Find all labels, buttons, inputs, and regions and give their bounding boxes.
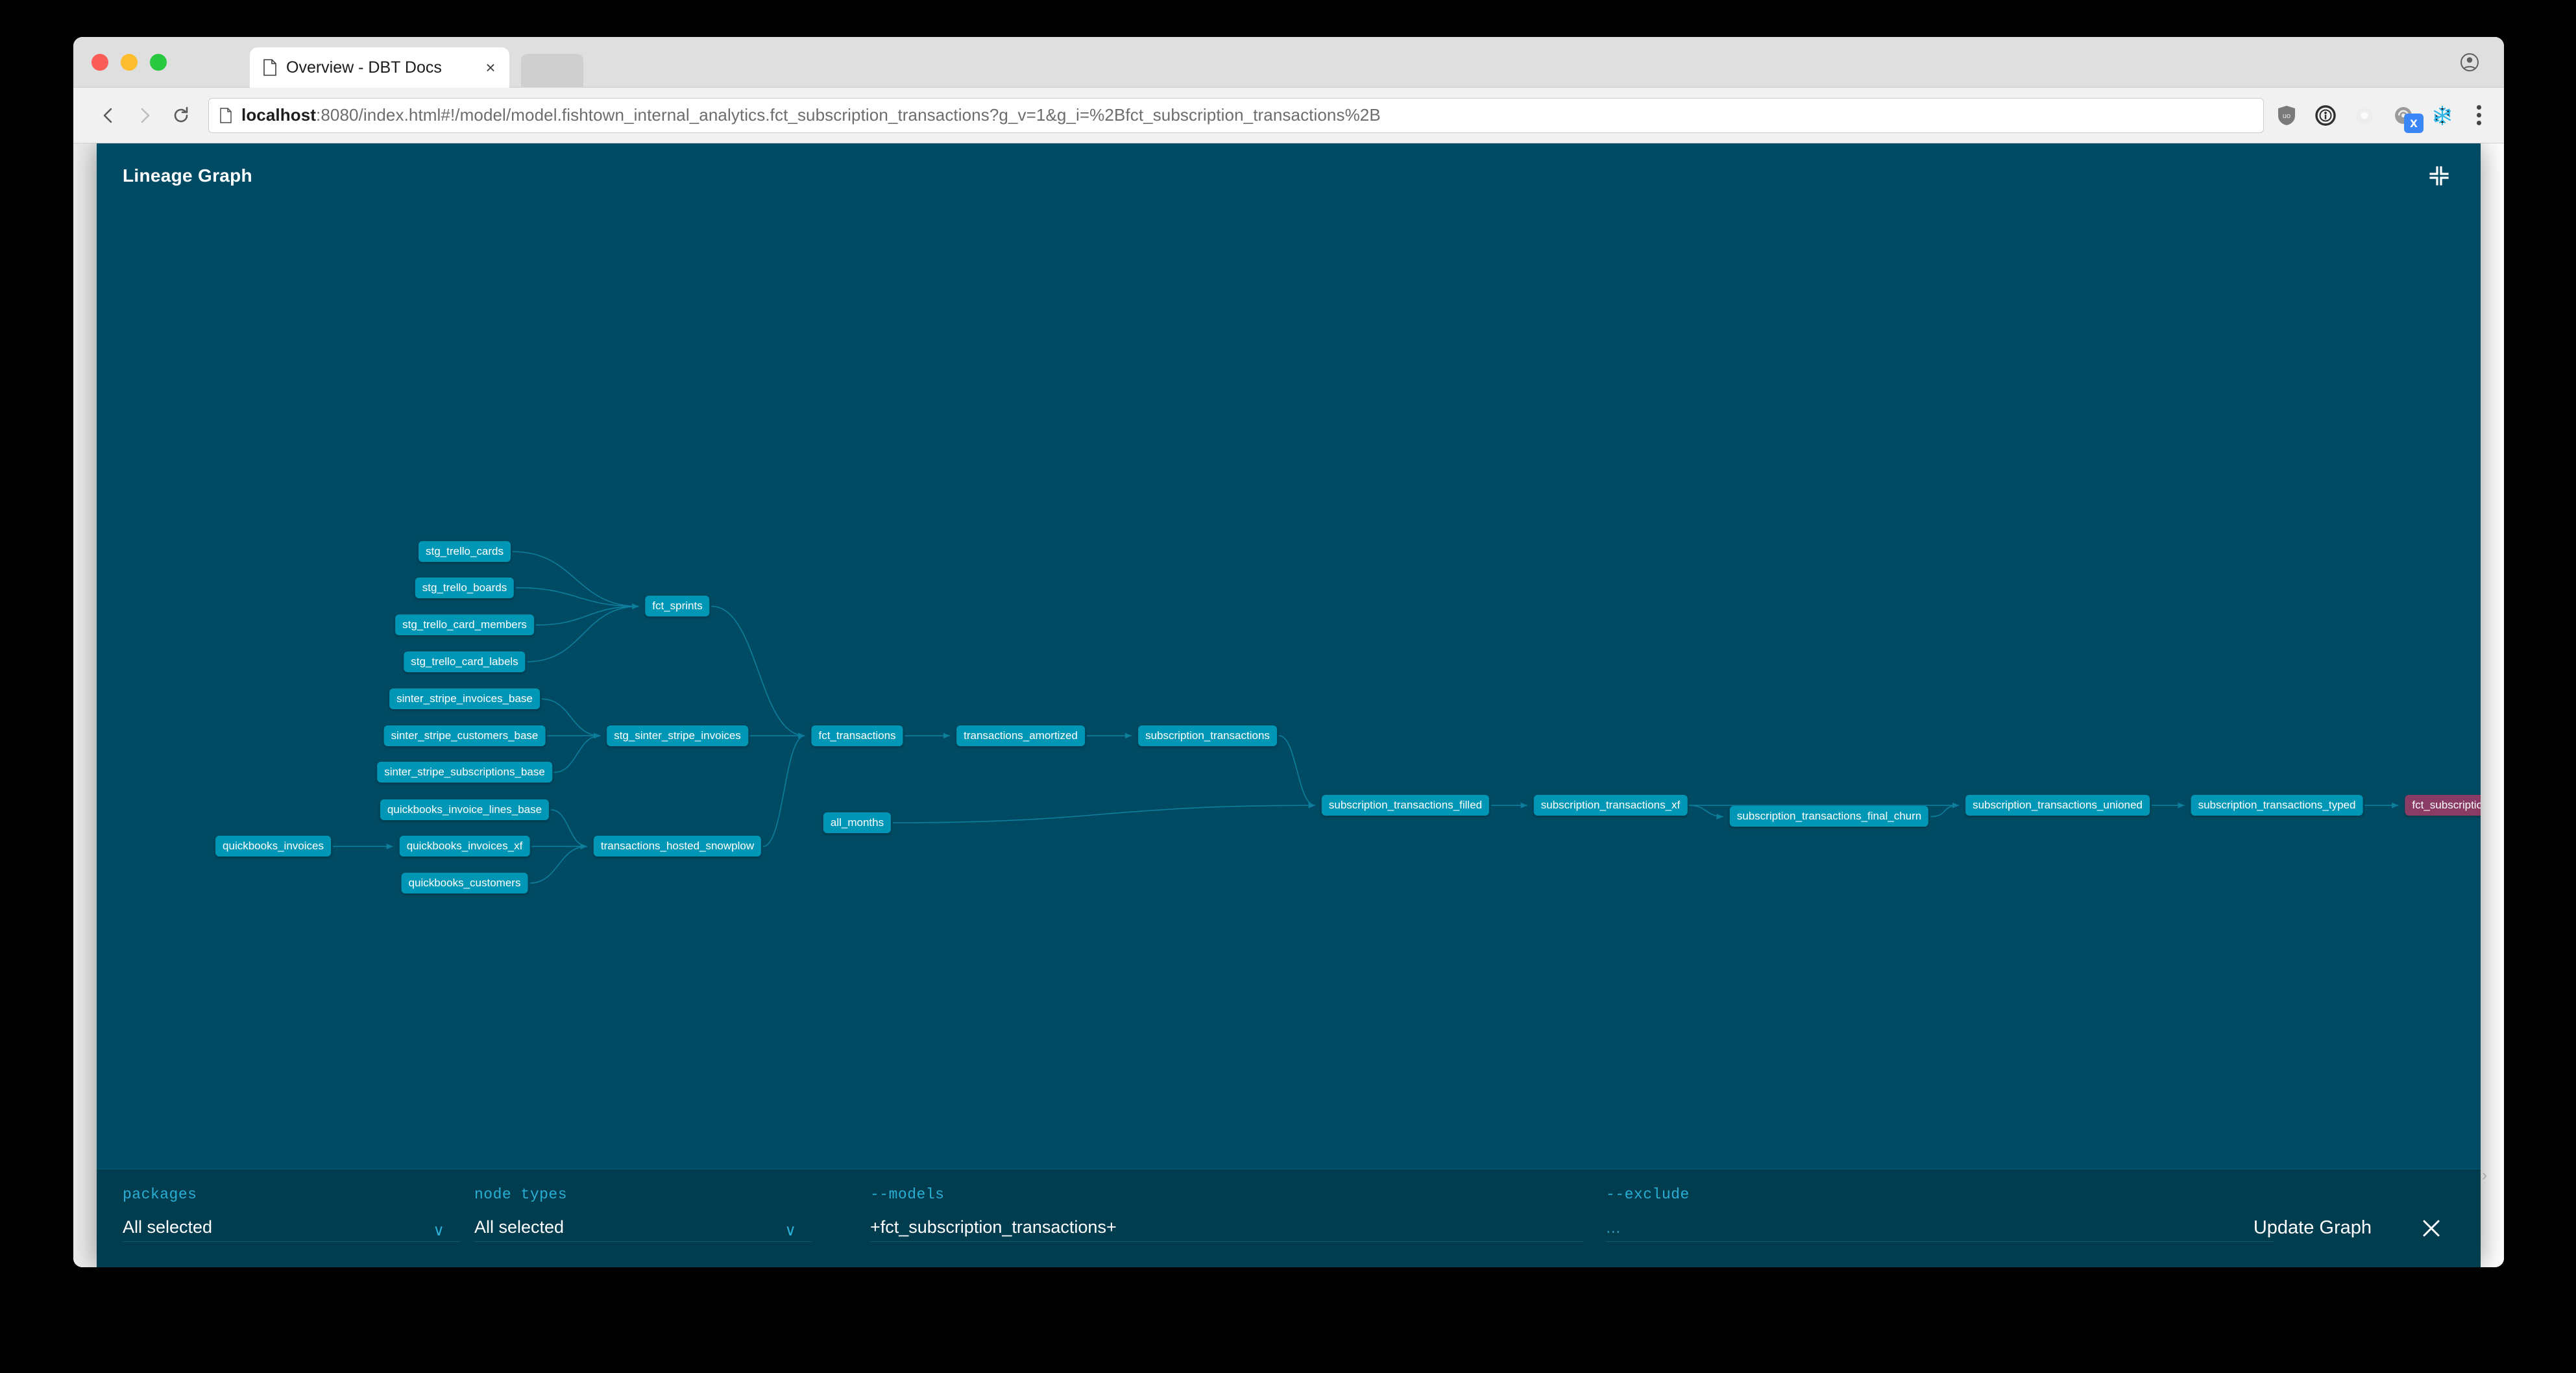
graph-node-fct_sprints[interactable]: fct_sprints — [645, 596, 710, 617]
graph-node-all_months[interactable]: all_months — [823, 812, 892, 834]
graph-node-transactions_hosted_snowplow[interactable]: transactions_hosted_snowplow — [593, 836, 762, 857]
packages-value: All selected — [123, 1217, 213, 1237]
chevron-down-icon[interactable]: ∨ — [433, 1222, 444, 1239]
kebab-menu-icon[interactable] — [2470, 105, 2487, 125]
page-viewport: ▸ id character varying This is a unique … — [73, 143, 2504, 1267]
graph-edge — [1930, 802, 1959, 816]
graph-edge — [554, 733, 600, 773]
tab-strip: Overview - DBT Docs × — [73, 37, 2504, 88]
collapse-icon[interactable] — [2426, 163, 2452, 189]
url-bar[interactable]: localhost:8080/index.html#!/model/model.… — [208, 97, 2264, 133]
update-graph-button[interactable]: Update Graph — [2253, 1217, 2372, 1238]
minimize-window-button[interactable] — [121, 54, 138, 71]
graph-node-stg_sinter_stripe_invoices[interactable]: stg_sinter_stripe_invoices — [607, 725, 748, 746]
close-icon[interactable] — [2418, 1215, 2444, 1241]
graph-edge — [529, 844, 587, 883]
graph-node-subscription_transactions_filled[interactable]: subscription_transactions_filled — [1321, 795, 1490, 816]
chevron-down-icon[interactable]: ∨ — [784, 1222, 796, 1239]
window-traffic-lights — [91, 54, 167, 71]
graph-edge — [513, 552, 638, 609]
graph-node-subscription_transactions[interactable]: subscription_transactions — [1138, 725, 1277, 746]
graph-node-stg_trello_boards[interactable]: stg_trello_boards — [415, 577, 515, 598]
graph-node-fct_subscription_transactions[interactable]: fct_subscription_transactions — [2405, 795, 2481, 816]
graph-edge — [528, 603, 639, 661]
graph-edge — [516, 588, 638, 609]
graph-node-subscription_transactions_typed[interactable]: subscription_transactions_typed — [2191, 795, 2363, 816]
page-info-document-icon — [219, 107, 232, 123]
lineage-graph-canvas[interactable]: stg_trello_cards stg_trello_boards stg_tre… — [97, 208, 2481, 1169]
graph-edge — [542, 699, 600, 739]
lineage-graph-overlay: Lineage Graph stg_trello_cards stg_trello… — [97, 143, 2481, 1267]
graph-edge — [763, 733, 805, 847]
graph-node-quickbooks_customers[interactable]: quickbooks_customers — [401, 873, 528, 894]
extension-circle-icon[interactable]: x — [2392, 104, 2424, 133]
row-caret-icon[interactable]: › — [2481, 1165, 2488, 1184]
graph-node-subscription_transactions_final_churn[interactable]: subscription_transactions_final_churn — [1729, 806, 1929, 827]
lineage-edges — [97, 208, 2399, 1169]
lineage-controls-bar: packages All selected ∨ node types All s… — [97, 1169, 2481, 1267]
back-arrow-icon[interactable] — [90, 97, 127, 134]
account-circle-icon[interactable] — [2460, 53, 2479, 72]
graph-node-fct_transactions[interactable]: fct_transactions — [811, 725, 903, 746]
lineage-header: Lineage Graph — [97, 143, 2481, 208]
page-title: Lineage Graph — [123, 165, 252, 186]
snowflake-icon[interactable] — [2431, 104, 2453, 127]
exclude-input[interactable]: --exclude ... — [1606, 1186, 2274, 1242]
graph-node-stg_trello_cards[interactable]: stg_trello_cards — [418, 541, 511, 563]
graph-node-quickbooks_invoice_lines_base[interactable]: quickbooks_invoice_lines_base — [380, 799, 550, 820]
graph-node-stg_trello_card_labels[interactable]: stg_trello_card_labels — [404, 651, 526, 672]
browser-window: Overview - DBT Docs × — [73, 37, 2504, 1267]
browser-nav-bar: localhost:8080/index.html#!/model/model.… — [73, 88, 2504, 143]
ring-icon[interactable] — [2353, 104, 2376, 127]
graph-node-sinter_stripe_customers_base[interactable]: sinter_stripe_customers_base — [383, 725, 546, 746]
graph-edge — [712, 606, 805, 739]
graph-node-sinter_stripe_subscriptions_base[interactable]: sinter_stripe_subscriptions_base — [377, 762, 552, 783]
forward-arrow-icon — [127, 97, 163, 134]
graph-node-subscription_transactions_xf[interactable]: subscription_transactions_xf — [1533, 795, 1688, 816]
exclude-label: --exclude — [1606, 1186, 1690, 1203]
graph-node-quickbooks_invoices[interactable]: quickbooks_invoices — [215, 836, 331, 857]
reload-icon[interactable] — [163, 97, 199, 134]
graph-edge — [551, 810, 587, 849]
tab-title: Overview - DBT Docs — [286, 58, 442, 77]
graph-node-transactions_amortized[interactable]: transactions_amortized — [956, 725, 1085, 746]
node-types-value: All selected — [474, 1217, 565, 1237]
url-host: localhost — [241, 105, 317, 125]
document-icon — [263, 59, 277, 76]
svg-text:uo: uo — [2283, 112, 2290, 120]
ublock-origin-icon[interactable]: uo — [2276, 104, 2298, 127]
models-label: --models — [870, 1186, 945, 1203]
close-window-button[interactable] — [91, 54, 108, 71]
models-input[interactable]: --models +fct_subscription_transactions+ — [870, 1186, 1584, 1242]
packages-selector[interactable]: packages All selected ∨ — [123, 1186, 460, 1242]
info-circle-icon[interactable] — [2315, 104, 2337, 127]
browser-tab[interactable]: Overview - DBT Docs × — [250, 47, 509, 88]
graph-node-subscription_transactions_unioned[interactable]: subscription_transactions_unioned — [1965, 795, 2150, 816]
exclude-value: ... — [1606, 1217, 1621, 1237]
models-value: +fct_subscription_transactions+ — [870, 1217, 1117, 1237]
node-types-selector[interactable]: node types All selected ∨ — [474, 1186, 812, 1242]
graph-edge — [536, 603, 638, 625]
graph-node-quickbooks_invoices_xf[interactable]: quickbooks_invoices_xf — [399, 836, 530, 857]
packages-label: packages — [123, 1186, 197, 1203]
graph-node-stg_trello_card_members[interactable]: stg_trello_card_members — [395, 614, 534, 636]
url-path: :8080/index.html#!/model/model.fishtown_… — [316, 105, 1381, 125]
tab-close-button[interactable]: × — [485, 58, 496, 77]
graph-edge — [1279, 736, 1315, 808]
new-tab-placeholder[interactable] — [521, 54, 583, 88]
extension-badge: x — [2404, 113, 2424, 133]
graph-node-sinter_stripe_invoices_base[interactable]: sinter_stripe_invoices_base — [389, 688, 540, 710]
graph-edge — [893, 802, 1315, 823]
graph-edge — [1689, 805, 1723, 820]
extension-icons: uo — [2276, 104, 2487, 133]
node-types-label: node types — [474, 1186, 568, 1203]
zoom-window-button[interactable] — [150, 54, 167, 71]
